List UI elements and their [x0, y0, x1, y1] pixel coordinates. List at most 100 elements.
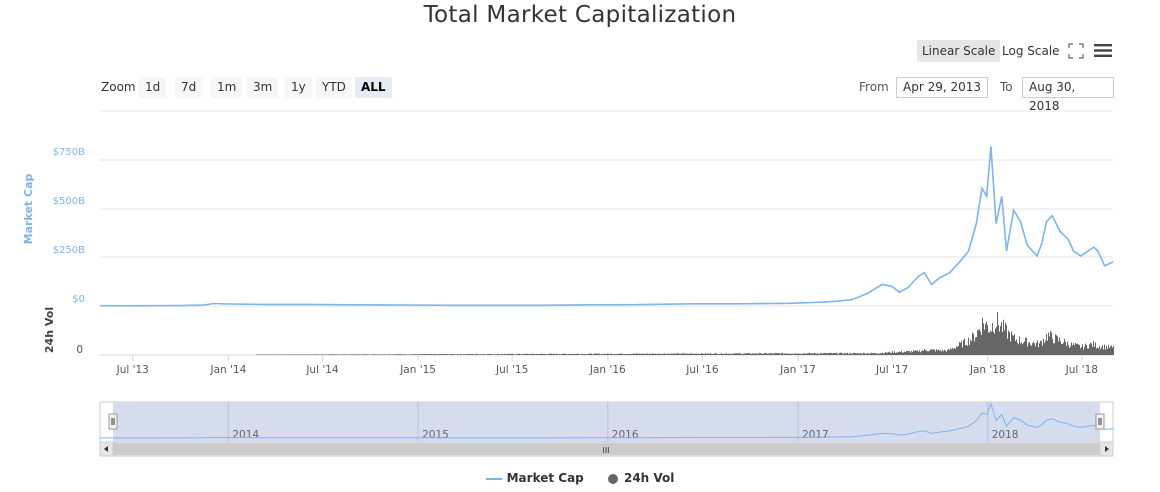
zoom-1y-button[interactable]: 1y	[285, 77, 312, 98]
volume-bar	[319, 354, 320, 355]
navigator-scrollbar[interactable]: III	[99, 441, 1114, 457]
volume-bar	[267, 354, 268, 355]
legend-item-market-cap[interactable]: Market Cap	[485, 471, 584, 485]
volume-bar	[489, 354, 490, 355]
volume-bar	[533, 353, 534, 355]
volume-bar	[875, 353, 876, 355]
volume-bar	[507, 353, 508, 355]
volume-bar	[326, 354, 327, 355]
volume-bar	[750, 353, 751, 355]
volume-bar	[514, 354, 515, 355]
volume-bar	[351, 354, 352, 355]
volume-bar	[1088, 348, 1089, 355]
scrollbar-thumb[interactable]	[113, 443, 1100, 455]
volume-bar	[760, 353, 761, 355]
market-cap-chart[interactable]: $0 $250B $500B $750B Market Cap 24h Vol 0 J…	[0, 0, 1160, 470]
navigator-right-handle[interactable]	[1095, 413, 1105, 430]
volume-bar	[283, 354, 284, 355]
volume-bar	[302, 354, 303, 355]
volume-bar	[846, 353, 847, 355]
volume-bar	[696, 353, 697, 355]
volume-bar	[885, 351, 886, 355]
volume-bar	[619, 353, 620, 355]
volume-bar	[820, 353, 821, 355]
volume-bar	[378, 354, 379, 355]
navigator[interactable]: 2014 2015 2016 2017 2018	[99, 401, 1114, 443]
volume-bar	[376, 354, 377, 355]
volume-bar	[538, 354, 539, 355]
zoom-7d-button[interactable]: 7d	[175, 77, 203, 98]
volume-bar	[528, 354, 529, 355]
zoom-1m-button[interactable]: 1m	[211, 77, 243, 98]
volume-bar	[1057, 336, 1058, 355]
legend-item-24h-vol[interactable]: 24h Vol	[607, 471, 674, 485]
navigator-selected-range[interactable]	[113, 402, 1100, 442]
volume-bar	[519, 353, 520, 355]
volume-bar	[849, 353, 850, 355]
volume-bar	[1106, 346, 1107, 355]
volume-bar	[470, 354, 471, 355]
fullscreen-icon[interactable]	[1068, 43, 1084, 59]
volume-bar	[257, 354, 258, 355]
volume-bar	[869, 353, 870, 355]
volume-bar	[468, 354, 469, 355]
zoom-3m-button[interactable]: 3m	[247, 77, 279, 98]
volume-bar	[803, 353, 804, 355]
volume-bar	[830, 352, 831, 355]
volume-bar	[659, 354, 660, 355]
to-date-input[interactable]: Aug 30, 2018	[1022, 77, 1114, 113]
volume-bar	[301, 354, 302, 355]
zoom-ytd-button[interactable]: YTD	[316, 77, 352, 98]
volume-bar	[758, 353, 759, 355]
volume-bar	[392, 354, 393, 355]
volume-bar	[737, 353, 738, 355]
zoom-1d-button[interactable]: 1d	[139, 77, 167, 98]
volume-bar	[752, 353, 753, 355]
x-tick-label: Jul '17	[875, 364, 908, 376]
volume-bar	[1102, 345, 1103, 355]
volume-bar	[294, 354, 295, 355]
volume-bar	[646, 353, 647, 355]
volume-bar	[899, 351, 900, 355]
volume-bar	[1065, 341, 1066, 355]
volume-bar	[634, 353, 635, 355]
volume-bar	[802, 353, 803, 355]
volume-bar	[794, 353, 795, 355]
volume-bar	[316, 354, 317, 355]
volume-bar	[937, 350, 938, 355]
volume-bar	[287, 354, 288, 355]
volume-bar	[895, 352, 896, 355]
linear-scale-button[interactable]: Linear Scale	[917, 40, 1001, 62]
from-date-input[interactable]: Apr 29, 2013	[896, 77, 988, 98]
log-scale-button[interactable]: Log Scale	[1002, 44, 1060, 58]
volume-bar	[420, 354, 421, 355]
volume-bar	[1059, 337, 1060, 355]
volume-bar	[461, 354, 462, 355]
volume-bar	[260, 354, 261, 355]
volume-bar	[681, 353, 682, 355]
volume-bar	[1013, 335, 1014, 355]
navigator-left-handle[interactable]	[108, 413, 118, 430]
volume-bar	[543, 353, 544, 355]
volume-bar	[667, 353, 668, 355]
volume-bar	[805, 353, 806, 355]
volume-bar	[443, 354, 444, 355]
volume-bar	[1086, 344, 1087, 355]
volume-bar	[672, 353, 673, 355]
volume-bar	[529, 353, 530, 355]
volume-bar	[518, 353, 519, 355]
volume-bar	[505, 354, 506, 355]
volume-bar	[353, 354, 354, 355]
zoom-all-button[interactable]: ALL	[355, 77, 392, 98]
volume-bar	[965, 345, 966, 355]
volume-bar	[657, 353, 658, 355]
volume-bar	[993, 332, 994, 355]
volume-bar	[1097, 347, 1098, 355]
volume-bar	[1017, 342, 1018, 355]
volume-bar	[550, 353, 551, 355]
hamburger-menu-icon[interactable]	[1094, 43, 1112, 58]
volume-bar	[266, 354, 267, 355]
volume-bar	[570, 353, 571, 355]
volume-bar	[448, 354, 449, 355]
volume-bar	[943, 351, 944, 355]
